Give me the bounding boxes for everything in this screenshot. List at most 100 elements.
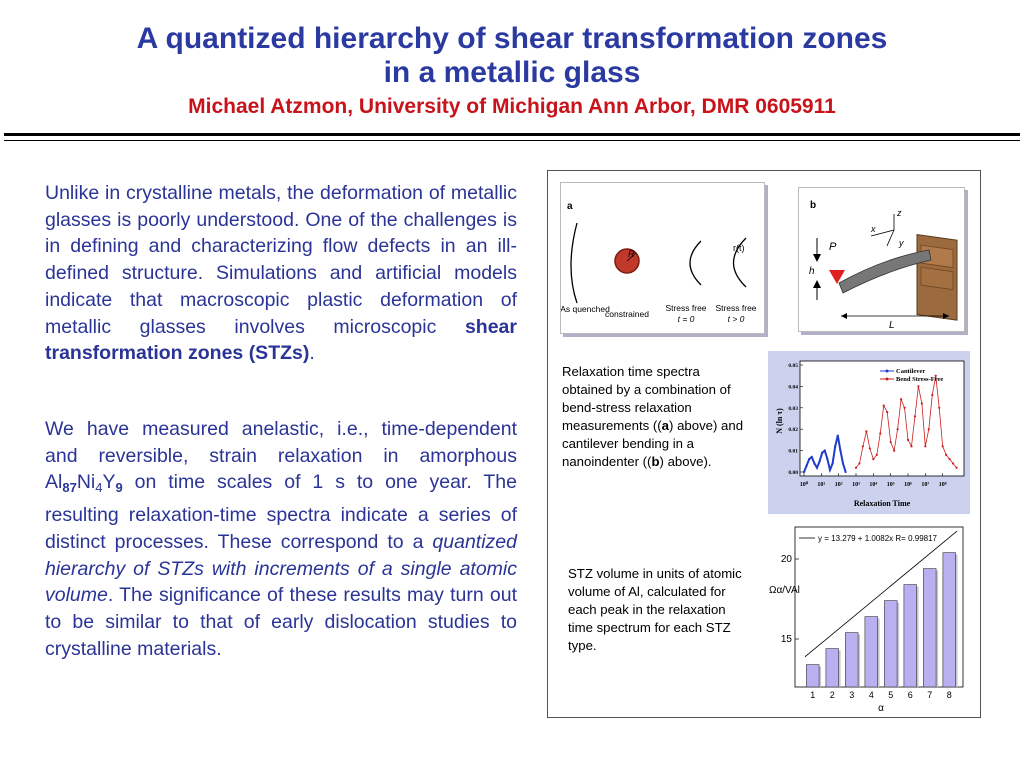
x-tick-label: 2 — [830, 690, 835, 700]
fixed-support-block — [916, 234, 958, 321]
data-point — [917, 385, 920, 388]
quantized-hierarchy-phrase: quantized hierarchy of STZs with increme… — [45, 530, 517, 607]
label-z: z — [896, 208, 902, 218]
bar — [845, 632, 859, 688]
y-tick-label: 0.05 — [788, 363, 798, 369]
data-point — [875, 453, 878, 456]
x-tick-label: 8 — [947, 690, 952, 700]
fit-equation: y = 13.279 + 1.0082x R= 0.99817 — [818, 534, 938, 543]
data-point — [903, 406, 906, 409]
label-y: y — [898, 238, 904, 248]
panel-b-letter: b — [810, 200, 816, 211]
data-point — [948, 458, 951, 461]
header-rule-thin — [4, 140, 1020, 141]
y-tick-label: 0.02 — [788, 427, 798, 433]
series-line-bend-stress-free — [855, 375, 957, 468]
data-point — [899, 398, 903, 401]
deflection-arrow-head — [813, 280, 821, 288]
data-point — [834, 445, 837, 448]
y-tick-label: 0.01 — [788, 449, 798, 455]
data-point — [913, 415, 917, 418]
label-constrained: constrained — [605, 309, 649, 319]
data-point — [854, 466, 858, 469]
y-axis-label: N (ln τ) — [775, 408, 784, 434]
stz-volume-chart-panel: 15 20 1 2 3 4 5 6 7 8 y = 13.279 + 1.0082x R= 0.… — [763, 521, 968, 714]
data-point — [815, 466, 819, 469]
data-point — [810, 455, 813, 459]
label-as-quenched: As quenched — [561, 304, 610, 314]
data-point — [865, 430, 868, 433]
data-point — [868, 447, 871, 450]
y-tick-label: 0.00 — [788, 470, 798, 476]
label-stress-free-t0: Stress free — [665, 303, 706, 313]
relaxation-spectrum-chart: 0.00 0.01 0.02 0.03 0.04 0.05 10⁰ 10¹ 10² 10³ 10⁴… — [775, 360, 965, 508]
label-t1: t > 0 — [728, 314, 745, 324]
label-x: x — [870, 224, 876, 234]
data-point — [823, 449, 826, 452]
x-axis — [870, 229, 895, 237]
label-P: P — [829, 241, 837, 253]
legend-cantilever: Cantilever — [896, 368, 925, 375]
data-point — [802, 470, 806, 474]
data-point — [927, 428, 930, 431]
data-point — [955, 466, 958, 469]
x-tick-label: 3 — [849, 690, 854, 700]
legend-marker-bend — [885, 377, 889, 381]
y-tick-label: 0.04 — [788, 384, 798, 390]
data-point — [818, 460, 821, 463]
as-quenched-arc — [570, 222, 578, 304]
paragraph-1: Unlike in crystalline metals, the deform… — [45, 182, 517, 365]
load-arrow-head — [813, 254, 821, 262]
stz-term: shear transformation zones (STZs) — [45, 315, 517, 365]
y-tick-label: 0.03 — [788, 406, 798, 412]
data-point — [821, 451, 824, 454]
bar — [884, 600, 898, 688]
x-tick-label: 10² — [835, 482, 843, 488]
figure-box: a R r(t) As quenched constrained Stress … — [547, 170, 981, 718]
figure-b-panel: b P h z x y L — [798, 187, 965, 332]
bar — [825, 648, 839, 688]
data-point — [889, 440, 892, 444]
linear-fit-line — [804, 530, 958, 658]
y-axis — [886, 229, 895, 247]
x-tick-label: 5 — [888, 690, 893, 700]
legend: Cantilever Bend Stress-Free — [880, 368, 943, 383]
data-point — [828, 468, 832, 471]
x-tick-label: 10¹ — [817, 482, 825, 488]
data-point — [934, 374, 937, 377]
data-point — [861, 445, 865, 448]
paragraph-2: We have measured anelastic, i.e., time-d… — [45, 418, 517, 660]
data-point — [951, 462, 955, 465]
caption-relaxation-spectra: Relaxation time spectra obtained by a co… — [562, 364, 744, 469]
legend-marker-cantilever — [885, 369, 889, 373]
y-tick-label: 20 — [781, 554, 793, 565]
length-arrow-left — [841, 313, 847, 319]
stress-free-t1-arc — [732, 237, 747, 288]
length-arrow-right — [943, 313, 949, 319]
x-tick-label: 4 — [869, 690, 874, 700]
header-rule-thick — [4, 133, 1020, 136]
y-tick-label: 15 — [781, 634, 793, 645]
data-point — [910, 445, 913, 448]
figure-a-panel: a R r(t) As quenched constrained Stress … — [560, 182, 765, 334]
bar — [903, 584, 917, 688]
label-stress-free-t1: Stress free — [715, 303, 756, 313]
data-point — [844, 470, 847, 474]
stz-volume-chart: 15 20 1 2 3 4 5 6 7 8 y = 13.279 + 1.0082x R= 0.… — [769, 526, 964, 714]
x-tick-label: 10⁵ — [887, 482, 895, 488]
caption-stz-volume: STZ volume in units of atomic volume of … — [568, 566, 742, 653]
bar-x-axis-label: α — [878, 703, 884, 714]
cantilever-beam — [838, 249, 932, 294]
data-point — [931, 393, 934, 397]
data-point — [938, 406, 941, 409]
label-L: L — [889, 320, 895, 331]
stz-schematic: a R r(t) As quenched constrained Stress … — [560, 201, 757, 324]
x-tick-label: 10⁴ — [869, 482, 877, 488]
data-point — [893, 449, 896, 452]
title-line-2: in a metallic glass — [383, 56, 641, 89]
x-tick-label: 10⁷ — [921, 482, 929, 488]
data-point — [941, 445, 944, 448]
data-point — [841, 462, 845, 465]
x-tick-label: 10⁸ — [939, 482, 947, 488]
x-axis-label: Relaxation Time — [854, 499, 911, 508]
